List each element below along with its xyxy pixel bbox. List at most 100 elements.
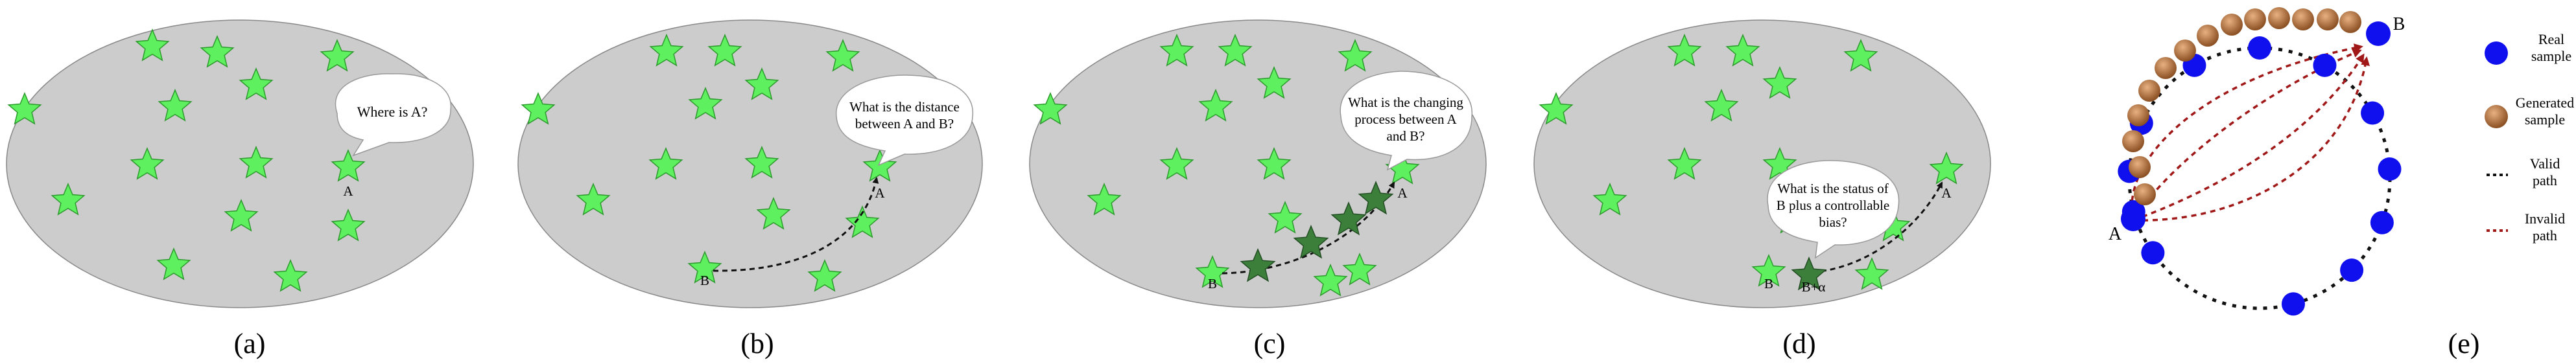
star-icon xyxy=(130,147,165,180)
star-icon xyxy=(1268,201,1303,234)
speech-bubble xyxy=(836,74,974,166)
speech-bubble-text: process between A xyxy=(1354,111,1457,127)
star-icon xyxy=(331,209,366,242)
star-icon xyxy=(744,67,779,100)
caption-b: (b) xyxy=(740,328,774,359)
legend-label: path xyxy=(2533,172,2557,188)
bias-star-icon xyxy=(1791,256,1827,291)
data-space-ellipse xyxy=(1533,19,1991,308)
label-b: B xyxy=(1208,276,1217,291)
bias-star xyxy=(1791,256,1827,291)
label-b: B xyxy=(700,273,709,288)
speech-bubble-text: What is the changing xyxy=(1348,95,1463,110)
panel-c: What is the changing process between A a… xyxy=(1029,19,1487,359)
caption-e: (e) xyxy=(2448,328,2480,359)
star-icon xyxy=(1592,183,1627,216)
bias-path xyxy=(1812,181,1943,273)
star-icon xyxy=(1313,264,1348,297)
label-b-plus-alpha: B+α xyxy=(1802,279,1826,295)
star-icon xyxy=(7,92,42,125)
star-cluster xyxy=(7,28,366,292)
generated-sample-dot xyxy=(2134,183,2156,205)
speech-bubble-text: B plus a controllable xyxy=(1777,198,1889,213)
label-a: A xyxy=(875,185,885,201)
data-space-ellipse xyxy=(517,19,983,308)
generated-sample-dot xyxy=(2244,8,2266,30)
caption-d: (d) xyxy=(1782,328,1815,359)
star-icon xyxy=(1342,253,1377,286)
real-sample-dot xyxy=(2121,207,2145,231)
star-cluster xyxy=(1033,34,1420,297)
generated-sample-dot xyxy=(2197,25,2219,47)
legend-label: Real xyxy=(2538,31,2564,47)
generated-sample-dot xyxy=(2317,8,2339,30)
speech-bubble-text: and B? xyxy=(1387,128,1425,144)
real-sample-dot xyxy=(2340,258,2364,282)
star-icon xyxy=(1751,254,1786,287)
legend-label: path xyxy=(2533,227,2557,244)
star-icon xyxy=(156,247,191,280)
generated-sample-dot xyxy=(2268,7,2290,29)
legend-label: Valid xyxy=(2530,155,2560,172)
star-icon xyxy=(1854,257,1889,290)
star-icon xyxy=(807,259,842,292)
star-icon xyxy=(1159,34,1194,67)
star-icon xyxy=(1195,255,1230,288)
generated-sample-dot xyxy=(2221,14,2243,36)
generated-sample-dot xyxy=(2129,156,2151,178)
real-sample-dot xyxy=(2366,21,2391,46)
legend: Real sample Generated sample Valid path … xyxy=(2485,31,2574,244)
data-space-ellipse xyxy=(6,19,474,308)
star-icon xyxy=(1033,92,1068,125)
real-sample-dot xyxy=(2361,101,2385,125)
intermediate-stars xyxy=(1240,181,1394,282)
star-icon xyxy=(825,39,860,72)
label-b: B xyxy=(1764,276,1773,291)
star-cluster xyxy=(1539,34,1964,290)
star-icon xyxy=(521,92,556,125)
intermediate-star-icon xyxy=(1358,181,1394,215)
star-icon xyxy=(648,147,683,180)
generated-sample-dot xyxy=(2339,11,2361,33)
star-icon xyxy=(576,183,611,216)
star-icon xyxy=(1667,147,1702,180)
panel-b: What is the distance between A and B? A … xyxy=(517,19,983,359)
star-icon xyxy=(51,183,86,216)
star-icon xyxy=(1667,34,1702,67)
star-icon xyxy=(1159,147,1194,180)
star-icon xyxy=(1218,34,1253,67)
real-sample-dot xyxy=(2313,53,2337,77)
star-icon xyxy=(1843,39,1878,72)
speech-bubble-text: bias? xyxy=(1819,214,1847,230)
star-icon xyxy=(744,146,779,179)
real-sample-dot xyxy=(2370,210,2394,234)
caption-a: (a) xyxy=(234,328,266,359)
intermediate-star-icon xyxy=(1293,225,1329,259)
generated-sample-dot xyxy=(2292,8,2314,30)
star-icon xyxy=(200,35,235,68)
star-icon xyxy=(1257,147,1292,180)
star-icon xyxy=(687,251,722,284)
star-cluster xyxy=(521,34,897,292)
star-icon xyxy=(135,28,170,62)
star-icon xyxy=(1704,89,1739,122)
star-icon xyxy=(1087,183,1122,216)
speech-bubble-text: between A and B? xyxy=(855,116,954,131)
legend-label: sample xyxy=(2531,48,2571,64)
legend-label: Invalid xyxy=(2525,210,2565,227)
star-icon xyxy=(1198,89,1233,122)
star-icon xyxy=(707,34,742,67)
invalid-paths xyxy=(2131,43,2370,222)
star-icon xyxy=(649,34,684,67)
star-icon xyxy=(1929,152,1964,185)
star-icon xyxy=(1762,66,1797,99)
real-sample-dot xyxy=(2378,157,2402,181)
real-sample-dot xyxy=(2141,241,2165,265)
label-b: B xyxy=(2393,14,2405,34)
legend-label: Generated xyxy=(2516,95,2574,111)
invalid-path xyxy=(2131,43,2363,221)
invalid-path xyxy=(2133,53,2365,222)
star-icon xyxy=(239,146,274,179)
generated-sample-dot xyxy=(2174,40,2196,62)
